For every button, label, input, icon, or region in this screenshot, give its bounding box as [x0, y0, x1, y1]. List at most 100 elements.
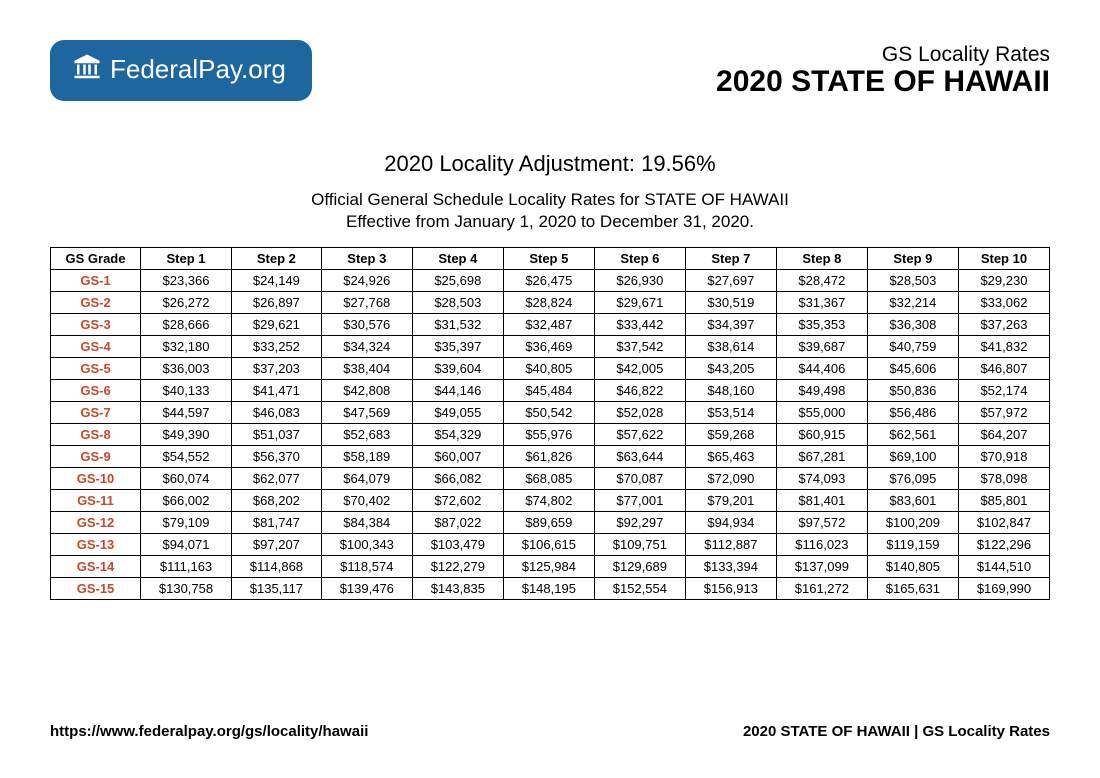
value-cell: $51,037	[232, 424, 322, 446]
value-cell: $45,484	[503, 380, 594, 402]
table-row: GS-7$44,597$46,083$47,569$49,055$50,542$…	[51, 402, 1050, 424]
value-cell: $34,397	[685, 314, 776, 336]
value-cell: $60,007	[412, 446, 503, 468]
value-cell: $24,926	[321, 270, 412, 292]
value-cell: $64,207	[958, 424, 1049, 446]
grade-cell: GS-13	[51, 534, 141, 556]
grade-cell: GS-7	[51, 402, 141, 424]
value-cell: $52,028	[594, 402, 685, 424]
value-cell: $114,868	[232, 556, 322, 578]
table-row: GS-10$60,074$62,077$64,079$66,082$68,085…	[51, 468, 1050, 490]
value-cell: $66,082	[412, 468, 503, 490]
grade-cell: GS-1	[51, 270, 141, 292]
col-step-1: Step 1	[141, 248, 232, 270]
value-cell: $67,281	[776, 446, 867, 468]
value-cell: $65,463	[685, 446, 776, 468]
value-cell: $81,401	[776, 490, 867, 512]
value-cell: $103,479	[412, 534, 503, 556]
subtitle-line-1: Official General Schedule Locality Rates…	[0, 189, 1100, 211]
bank-icon	[72, 52, 102, 87]
value-cell: $49,498	[776, 380, 867, 402]
value-cell: $25,698	[412, 270, 503, 292]
value-cell: $26,475	[503, 270, 594, 292]
table-header-row: GS GradeStep 1Step 2Step 3Step 4Step 5St…	[51, 248, 1050, 270]
value-cell: $28,666	[141, 314, 232, 336]
value-cell: $130,758	[141, 578, 232, 600]
value-cell: $35,353	[776, 314, 867, 336]
logo-badge: FederalPay.org	[50, 40, 312, 101]
value-cell: $40,133	[141, 380, 232, 402]
value-cell: $139,476	[321, 578, 412, 600]
value-cell: $29,671	[594, 292, 685, 314]
value-cell: $135,117	[232, 578, 322, 600]
value-cell: $36,469	[503, 336, 594, 358]
value-cell: $119,159	[867, 534, 958, 556]
value-cell: $111,163	[141, 556, 232, 578]
value-cell: $100,209	[867, 512, 958, 534]
value-cell: $122,279	[412, 556, 503, 578]
col-step-3: Step 3	[321, 248, 412, 270]
value-cell: $62,561	[867, 424, 958, 446]
value-cell: $77,001	[594, 490, 685, 512]
locality-adjustment: 2020 Locality Adjustment: 19.56%	[0, 151, 1100, 177]
table-row: GS-8$49,390$51,037$52,683$54,329$55,976$…	[51, 424, 1050, 446]
value-cell: $37,542	[594, 336, 685, 358]
value-cell: $36,308	[867, 314, 958, 336]
table-head: GS GradeStep 1Step 2Step 3Step 4Step 5St…	[51, 248, 1050, 270]
value-cell: $48,160	[685, 380, 776, 402]
value-cell: $29,230	[958, 270, 1049, 292]
value-cell: $69,100	[867, 446, 958, 468]
col-step-6: Step 6	[594, 248, 685, 270]
value-cell: $156,913	[685, 578, 776, 600]
value-cell: $144,510	[958, 556, 1049, 578]
value-cell: $29,621	[232, 314, 322, 336]
value-cell: $42,808	[321, 380, 412, 402]
table-row: GS-9$54,552$56,370$58,189$60,007$61,826$…	[51, 446, 1050, 468]
footer-url: https://www.federalpay.org/gs/locality/h…	[50, 723, 368, 740]
grade-cell: GS-8	[51, 424, 141, 446]
value-cell: $140,805	[867, 556, 958, 578]
value-cell: $81,747	[232, 512, 322, 534]
value-cell: $109,751	[594, 534, 685, 556]
grade-cell: GS-11	[51, 490, 141, 512]
value-cell: $70,402	[321, 490, 412, 512]
table-body: GS-1$23,366$24,149$24,926$25,698$26,475$…	[51, 270, 1050, 600]
value-cell: $125,984	[503, 556, 594, 578]
header: FederalPay.org GS Locality Rates 2020 ST…	[0, 0, 1100, 111]
value-cell: $28,824	[503, 292, 594, 314]
subtitle-line-2: Effective from January 1, 2020 to Decemb…	[0, 211, 1100, 233]
value-cell: $169,990	[958, 578, 1049, 600]
value-cell: $56,370	[232, 446, 322, 468]
value-cell: $58,189	[321, 446, 412, 468]
col-step-2: Step 2	[232, 248, 322, 270]
footer-right: 2020 STATE OF HAWAII | GS Locality Rates	[743, 723, 1050, 740]
value-cell: $70,918	[958, 446, 1049, 468]
value-cell: $102,847	[958, 512, 1049, 534]
value-cell: $31,367	[776, 292, 867, 314]
value-cell: $60,915	[776, 424, 867, 446]
value-cell: $137,099	[776, 556, 867, 578]
value-cell: $30,519	[685, 292, 776, 314]
value-cell: $40,759	[867, 336, 958, 358]
col-step-9: Step 9	[867, 248, 958, 270]
col-step-7: Step 7	[685, 248, 776, 270]
value-cell: $44,597	[141, 402, 232, 424]
header-title: 2020 STATE OF HAWAII	[716, 65, 1050, 99]
value-cell: $33,252	[232, 336, 322, 358]
value-cell: $106,615	[503, 534, 594, 556]
footer: https://www.federalpay.org/gs/locality/h…	[50, 723, 1050, 740]
value-cell: $46,807	[958, 358, 1049, 380]
value-cell: $26,897	[232, 292, 322, 314]
value-cell: $161,272	[776, 578, 867, 600]
value-cell: $53,514	[685, 402, 776, 424]
value-cell: $83,601	[867, 490, 958, 512]
table-row: GS-2$26,272$26,897$27,768$28,503$28,824$…	[51, 292, 1050, 314]
value-cell: $26,930	[594, 270, 685, 292]
value-cell: $72,602	[412, 490, 503, 512]
value-cell: $68,085	[503, 468, 594, 490]
value-cell: $34,324	[321, 336, 412, 358]
value-cell: $33,442	[594, 314, 685, 336]
value-cell: $49,390	[141, 424, 232, 446]
value-cell: $35,397	[412, 336, 503, 358]
header-right: GS Locality Rates 2020 STATE OF HAWAII	[716, 43, 1050, 99]
